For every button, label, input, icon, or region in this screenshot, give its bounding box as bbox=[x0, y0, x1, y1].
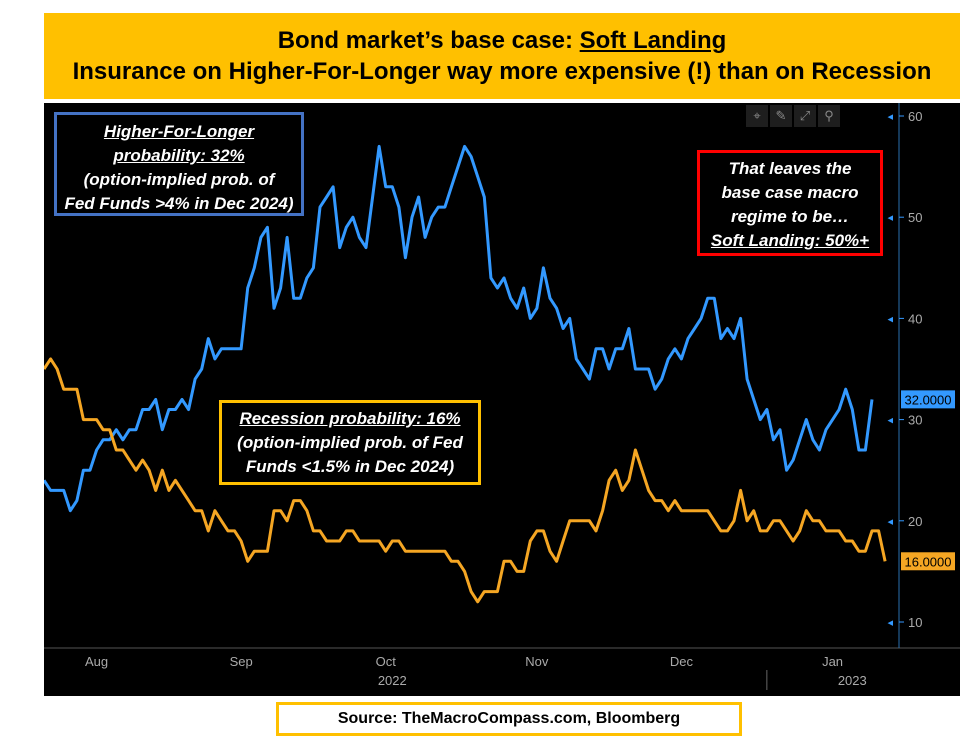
x-tick-label: Aug bbox=[85, 654, 108, 669]
higher-for-longer-line bbox=[44, 144, 874, 513]
y-tick-arrow: ◂ bbox=[887, 617, 893, 629]
expand-icon[interactable]: ⤢ bbox=[794, 105, 816, 127]
x-tick-label: Dec bbox=[670, 654, 694, 669]
recession-annotation: Recession probability: 16% (option-impli… bbox=[219, 400, 481, 485]
x-tick-label: Nov bbox=[525, 654, 549, 669]
source-caption: Source: TheMacroCompass.com, Bloomberg bbox=[276, 702, 742, 736]
recession-line bbox=[44, 357, 887, 604]
pen-icon[interactable]: ✎ bbox=[770, 105, 792, 127]
y-tick-label: 20 bbox=[908, 514, 922, 529]
hfl-last-value-tag bbox=[901, 390, 955, 409]
y-tick-arrow: ◂ bbox=[887, 415, 893, 427]
y-tick-arrow: ◂ bbox=[887, 212, 893, 224]
higher-for-longer-annotation: Higher-For-Longer probability: 32% (opti… bbox=[54, 112, 304, 216]
recession-last-value-tag bbox=[901, 552, 955, 571]
y-tick-label: 10 bbox=[908, 615, 922, 630]
crosshair-icon[interactable]: ⌖ bbox=[746, 105, 768, 127]
x-year-label: 2023 bbox=[838, 673, 867, 688]
title-emphasis: Soft Landing bbox=[579, 27, 727, 54]
hfl-last-value-label: 32.0000 bbox=[905, 392, 952, 407]
title-banner: Bond market’s base case: Soft Landing In… bbox=[44, 13, 960, 99]
soft-landing-annotation: That leaves the base case macro regime t… bbox=[697, 150, 883, 256]
y-tick-label: 30 bbox=[908, 413, 922, 428]
x-tick-label: Sep bbox=[230, 654, 253, 669]
y-tick-arrow: ◂ bbox=[887, 313, 893, 325]
x-tick-label: Oct bbox=[376, 654, 397, 669]
chart-panel: ◂ 10 ◂ 20 ◂ 30 ◂ 40 ◂ 50 ◂ 60 Aug Sep Oct Nov Dec Jan 2022… bbox=[44, 103, 960, 696]
title-line-1: Bond market’s base case: Soft Landing bbox=[277, 27, 727, 54]
chart-toolbar: ⌖ ✎ ⤢ ⚲ bbox=[746, 105, 840, 129]
y-tick-arrow: ◂ bbox=[887, 516, 893, 528]
line-chart: ◂ 10 ◂ 20 ◂ 30 ◂ 40 ◂ 50 ◂ 60 Aug Sep Oct Nov Dec Jan 2022… bbox=[44, 103, 960, 690]
title-line-2: Insurance on Higher-For-Longer way more … bbox=[72, 58, 932, 85]
x-year-label: 2022 bbox=[378, 673, 407, 688]
recession-last-value-label: 16.0000 bbox=[905, 554, 952, 569]
x-tick-label: Jan bbox=[822, 654, 843, 669]
y-tick-label: 60 bbox=[908, 109, 922, 124]
zoom-icon[interactable]: ⚲ bbox=[818, 105, 840, 127]
y-tick-label: 50 bbox=[908, 210, 922, 225]
y-tick-label: 40 bbox=[908, 311, 922, 326]
y-tick-arrow: ◂ bbox=[887, 111, 893, 123]
